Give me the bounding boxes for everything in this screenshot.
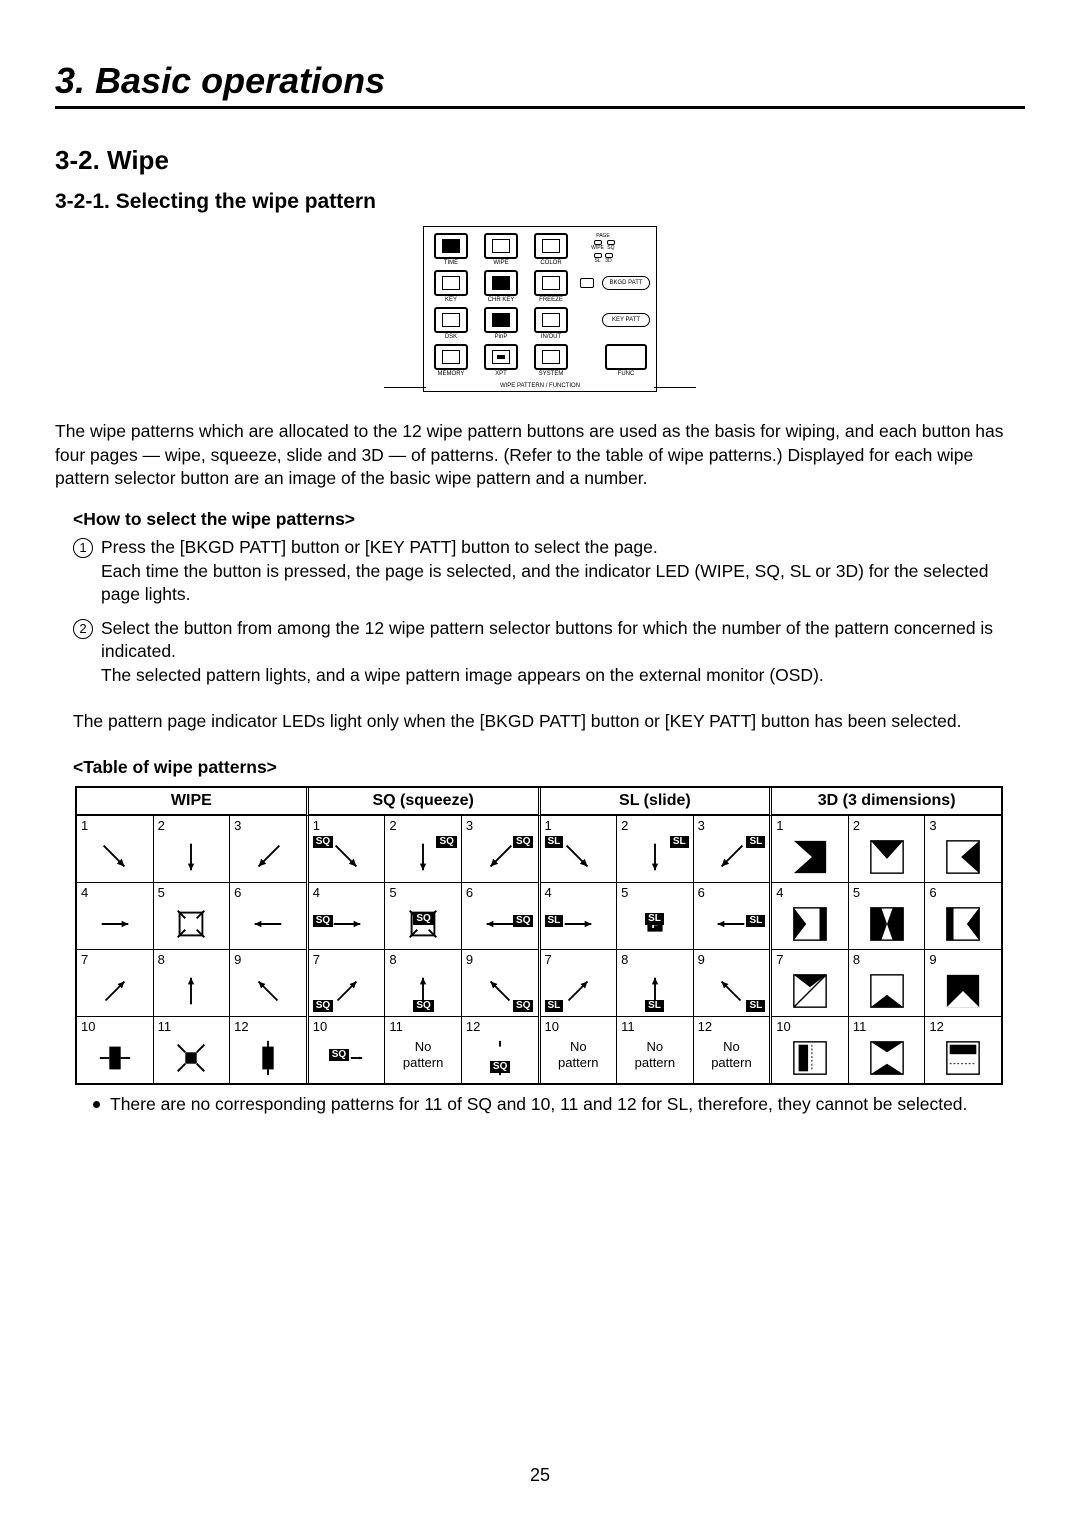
pattern-cell: 2 [848,816,925,882]
pattern-cell: 1SQ [309,816,385,882]
pattern-cell: 4SQ [309,883,385,949]
step-number-icon: 1 [73,538,93,558]
pattern-cell: 12 [924,1017,1001,1083]
pattern-cell: 8SL [616,950,693,1016]
pattern-cell: 11No pattern [616,1017,693,1083]
pattern-cell: 9SQ [461,950,538,1016]
table-header: SL (slide) [538,788,770,816]
pattern-cell: 11No pattern [384,1017,461,1083]
pattern-cell: 6 [229,883,306,949]
pattern-cell: 2SL [616,816,693,882]
pattern-cell: 5FSL [616,883,693,949]
pattern-cell: 4SL [541,883,617,949]
pattern-cell: 3SQ [461,816,538,882]
step: 1 Press the [BKGD PATT] button or [KEY PA… [73,536,1025,607]
table-title: <Table of wipe patterns> [73,757,1025,778]
pattern-cell: 10 [77,1017,153,1083]
led-note: The pattern page indicator LEDs light on… [73,710,1025,734]
bullet-icon [93,1101,100,1108]
table-header: WIPE [77,788,306,816]
pattern-cell: 11 [848,1017,925,1083]
table-header: 3D (3 dimensions) [769,788,1001,816]
pattern-cell: 10SQ [309,1017,385,1083]
pattern-cell: 12SQ [461,1017,538,1083]
page-number: 25 [0,1465,1080,1486]
subsection-title: 3-2-1. Selecting the wipe pattern [55,190,1025,214]
howto-title: <How to select the wipe patterns> [73,509,1025,530]
pattern-cell: 6SQ [461,883,538,949]
pattern-cell: 8 [153,950,230,1016]
pattern-cell: 8SQ [384,950,461,1016]
pattern-cell: 7 [772,950,848,1016]
pattern-cell: 11 [153,1017,230,1083]
pattern-cell: 7SL [541,950,617,1016]
step-text: Select the button from among the 12 wipe… [101,617,1025,688]
pattern-cell: 3 [924,816,1001,882]
pattern-cell: 7 [77,950,153,1016]
chapter-title: 3. Basic operations [55,60,1025,109]
pattern-cell: 10 [772,1017,848,1083]
pattern-cell: 9 [924,950,1001,1016]
pattern-cell: 7SQ [309,950,385,1016]
table-footnote: There are no corresponding patterns for … [93,1093,1025,1117]
footnote-text: There are no corresponding patterns for … [110,1093,967,1117]
pattern-cell: 12No pattern [693,1017,770,1083]
pattern-cell: 8 [848,950,925,1016]
pattern-cell: 5 [153,883,230,949]
pattern-cell: 9 [229,950,306,1016]
pattern-cell: 12 [229,1017,306,1083]
panel-diagram: TIMEWIPECOLORPAGEWIPESQSL3DKEYCHR KEYFRE… [55,226,1025,392]
pattern-cell: 1 [772,816,848,882]
section-title: 3-2. Wipe [55,145,1025,176]
pattern-cell: 4 [77,883,153,949]
pattern-cell: 1 [77,816,153,882]
step-text: Press the [BKGD PATT] button or [KEY PAT… [101,536,1025,607]
pattern-cell: 4 [772,883,848,949]
intro-text: The wipe patterns which are allocated to… [55,420,1025,491]
pattern-cell: 5SQ [384,883,461,949]
pattern-cell: 5 [848,883,925,949]
pattern-cell: 10No pattern [541,1017,617,1083]
pattern-cell: 2 [153,816,230,882]
table-header: SQ (squeeze) [306,788,538,816]
pattern-cell: 3 [229,816,306,882]
pattern-cell: 6SL [693,883,770,949]
pattern-cell: 3SL [693,816,770,882]
step-number-icon: 2 [73,619,93,639]
step: 2 Select the button from among the 12 wip… [73,617,1025,688]
wipe-patterns-table: WIPESQ (squeeze)SL (slide)3D (3 dimensio… [75,786,1003,1085]
pattern-cell: 6 [924,883,1001,949]
pattern-cell: 9SL [693,950,770,1016]
pattern-cell: 2SQ [384,816,461,882]
pattern-cell: 1SL [541,816,617,882]
